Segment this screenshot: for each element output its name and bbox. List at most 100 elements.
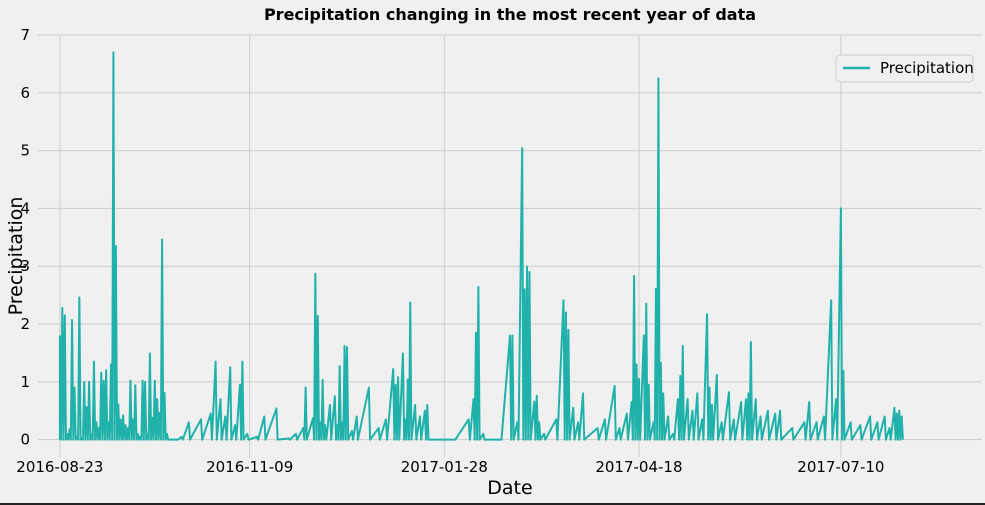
precipitation-point (516, 421, 519, 424)
precipitation-point (662, 392, 665, 395)
precipitation-point (686, 398, 689, 401)
precipitation-point (312, 417, 314, 420)
precipitation-point (153, 379, 156, 382)
precipitation-point (715, 374, 718, 376)
precipitation-point (676, 398, 679, 401)
y-tick-label: 0 (20, 431, 30, 449)
precipitation-point (61, 306, 64, 309)
precipitation-point (635, 363, 638, 366)
precipitation-point (630, 401, 633, 403)
precipitation-point (166, 432, 168, 435)
precipitation-point (808, 401, 811, 403)
precipitation-point (139, 435, 142, 438)
precipitation-point (679, 375, 682, 377)
precipitation-point (112, 51, 115, 54)
precipitation-point (402, 352, 404, 355)
precipitation-point (603, 418, 606, 421)
precipitation-point (696, 392, 699, 395)
precipitation-point (681, 345, 684, 347)
precipitation-point (423, 409, 426, 412)
precipitation-point (740, 401, 743, 403)
precipitation-point (95, 421, 98, 424)
precipitation-point (582, 392, 584, 395)
precipitation-point (107, 421, 110, 424)
precipitation-point (102, 379, 105, 382)
precipitation-point (304, 386, 307, 389)
precipitation-point (538, 421, 541, 424)
precipitation-point (73, 386, 76, 389)
precipitation-point (555, 418, 558, 421)
precipitation-point (180, 435, 183, 438)
precipitation-point (657, 77, 660, 80)
precipitation-point (475, 331, 477, 334)
y-tick-label: 5 (20, 142, 30, 160)
precipitation-point (394, 383, 397, 386)
x-tick-labels: 2016-08-23 2016-11-09 2017-01-28 2017-04-18… (16, 458, 884, 476)
precipitation-point (355, 415, 358, 418)
precipitation-point (638, 378, 640, 380)
precipitation-point (146, 432, 149, 435)
precipitation-point (105, 369, 108, 372)
precipitation-point (472, 398, 475, 401)
precipitation-point (97, 427, 100, 429)
precipitation-point (302, 427, 305, 429)
precipitation-point (511, 334, 514, 337)
precipitation-point (110, 363, 112, 366)
precipitation-point (333, 395, 336, 398)
precipitation-point (256, 435, 258, 438)
precipitation-point (477, 286, 480, 288)
precipitation-point (377, 427, 380, 429)
precipitation-point (509, 334, 511, 337)
precipitation-point (58, 335, 61, 338)
precipitation-point (839, 207, 842, 210)
precipitation-point (163, 391, 166, 394)
precipitation-point (234, 424, 236, 427)
precipitation-point (426, 404, 429, 406)
precipitation-point (533, 400, 536, 403)
precipitation-point (93, 360, 95, 363)
precipitation-point (528, 271, 531, 273)
precipitation-point (83, 380, 86, 383)
precipitation-point (88, 380, 90, 383)
precipitation-point (224, 415, 227, 418)
precipitation-point (835, 398, 837, 401)
precipitation-point (893, 406, 896, 409)
precipitation-point (294, 432, 297, 435)
precipitation-point (246, 432, 249, 435)
precipitation-point (324, 424, 326, 427)
precipitation-point (117, 403, 120, 406)
precipitation-point (144, 380, 146, 383)
precipitation-point (596, 427, 599, 429)
y-tick-labels: 0 1 2 3 4 5 6 7 (20, 26, 30, 449)
y-tick-label: 6 (20, 84, 30, 102)
precipitation-point (158, 412, 161, 414)
precipitation-point (655, 287, 657, 290)
precipitation-point (895, 412, 898, 415)
precipitation-point (275, 407, 278, 410)
precipitation-point (745, 398, 747, 401)
precipitation-point (114, 245, 117, 247)
precipitation-point (151, 416, 154, 419)
precipitation-point (119, 418, 122, 421)
y-tick-label: 4 (20, 199, 30, 217)
y-tick-label: 7 (20, 26, 30, 44)
precipitation-point (129, 379, 132, 382)
precipitation-point (720, 421, 723, 424)
precipitation-point (633, 275, 635, 277)
precipitation-point (161, 238, 163, 241)
y-axis-label: Precipitation (5, 197, 27, 316)
precipitation-point (156, 398, 159, 401)
precipitation-point (78, 296, 81, 299)
precipitation-series-line (58, 51, 904, 441)
precipitation-point (543, 432, 545, 435)
series-layer (58, 51, 904, 441)
precipitation-point (175, 438, 178, 441)
precipitation-point (647, 383, 650, 386)
precipitation-point (314, 272, 317, 275)
precipitation-point (754, 398, 757, 401)
precipitation-point (759, 415, 762, 418)
precipitation-point (136, 432, 139, 435)
precipitation-point (499, 438, 502, 441)
legend-label: Precipitation (880, 59, 974, 77)
